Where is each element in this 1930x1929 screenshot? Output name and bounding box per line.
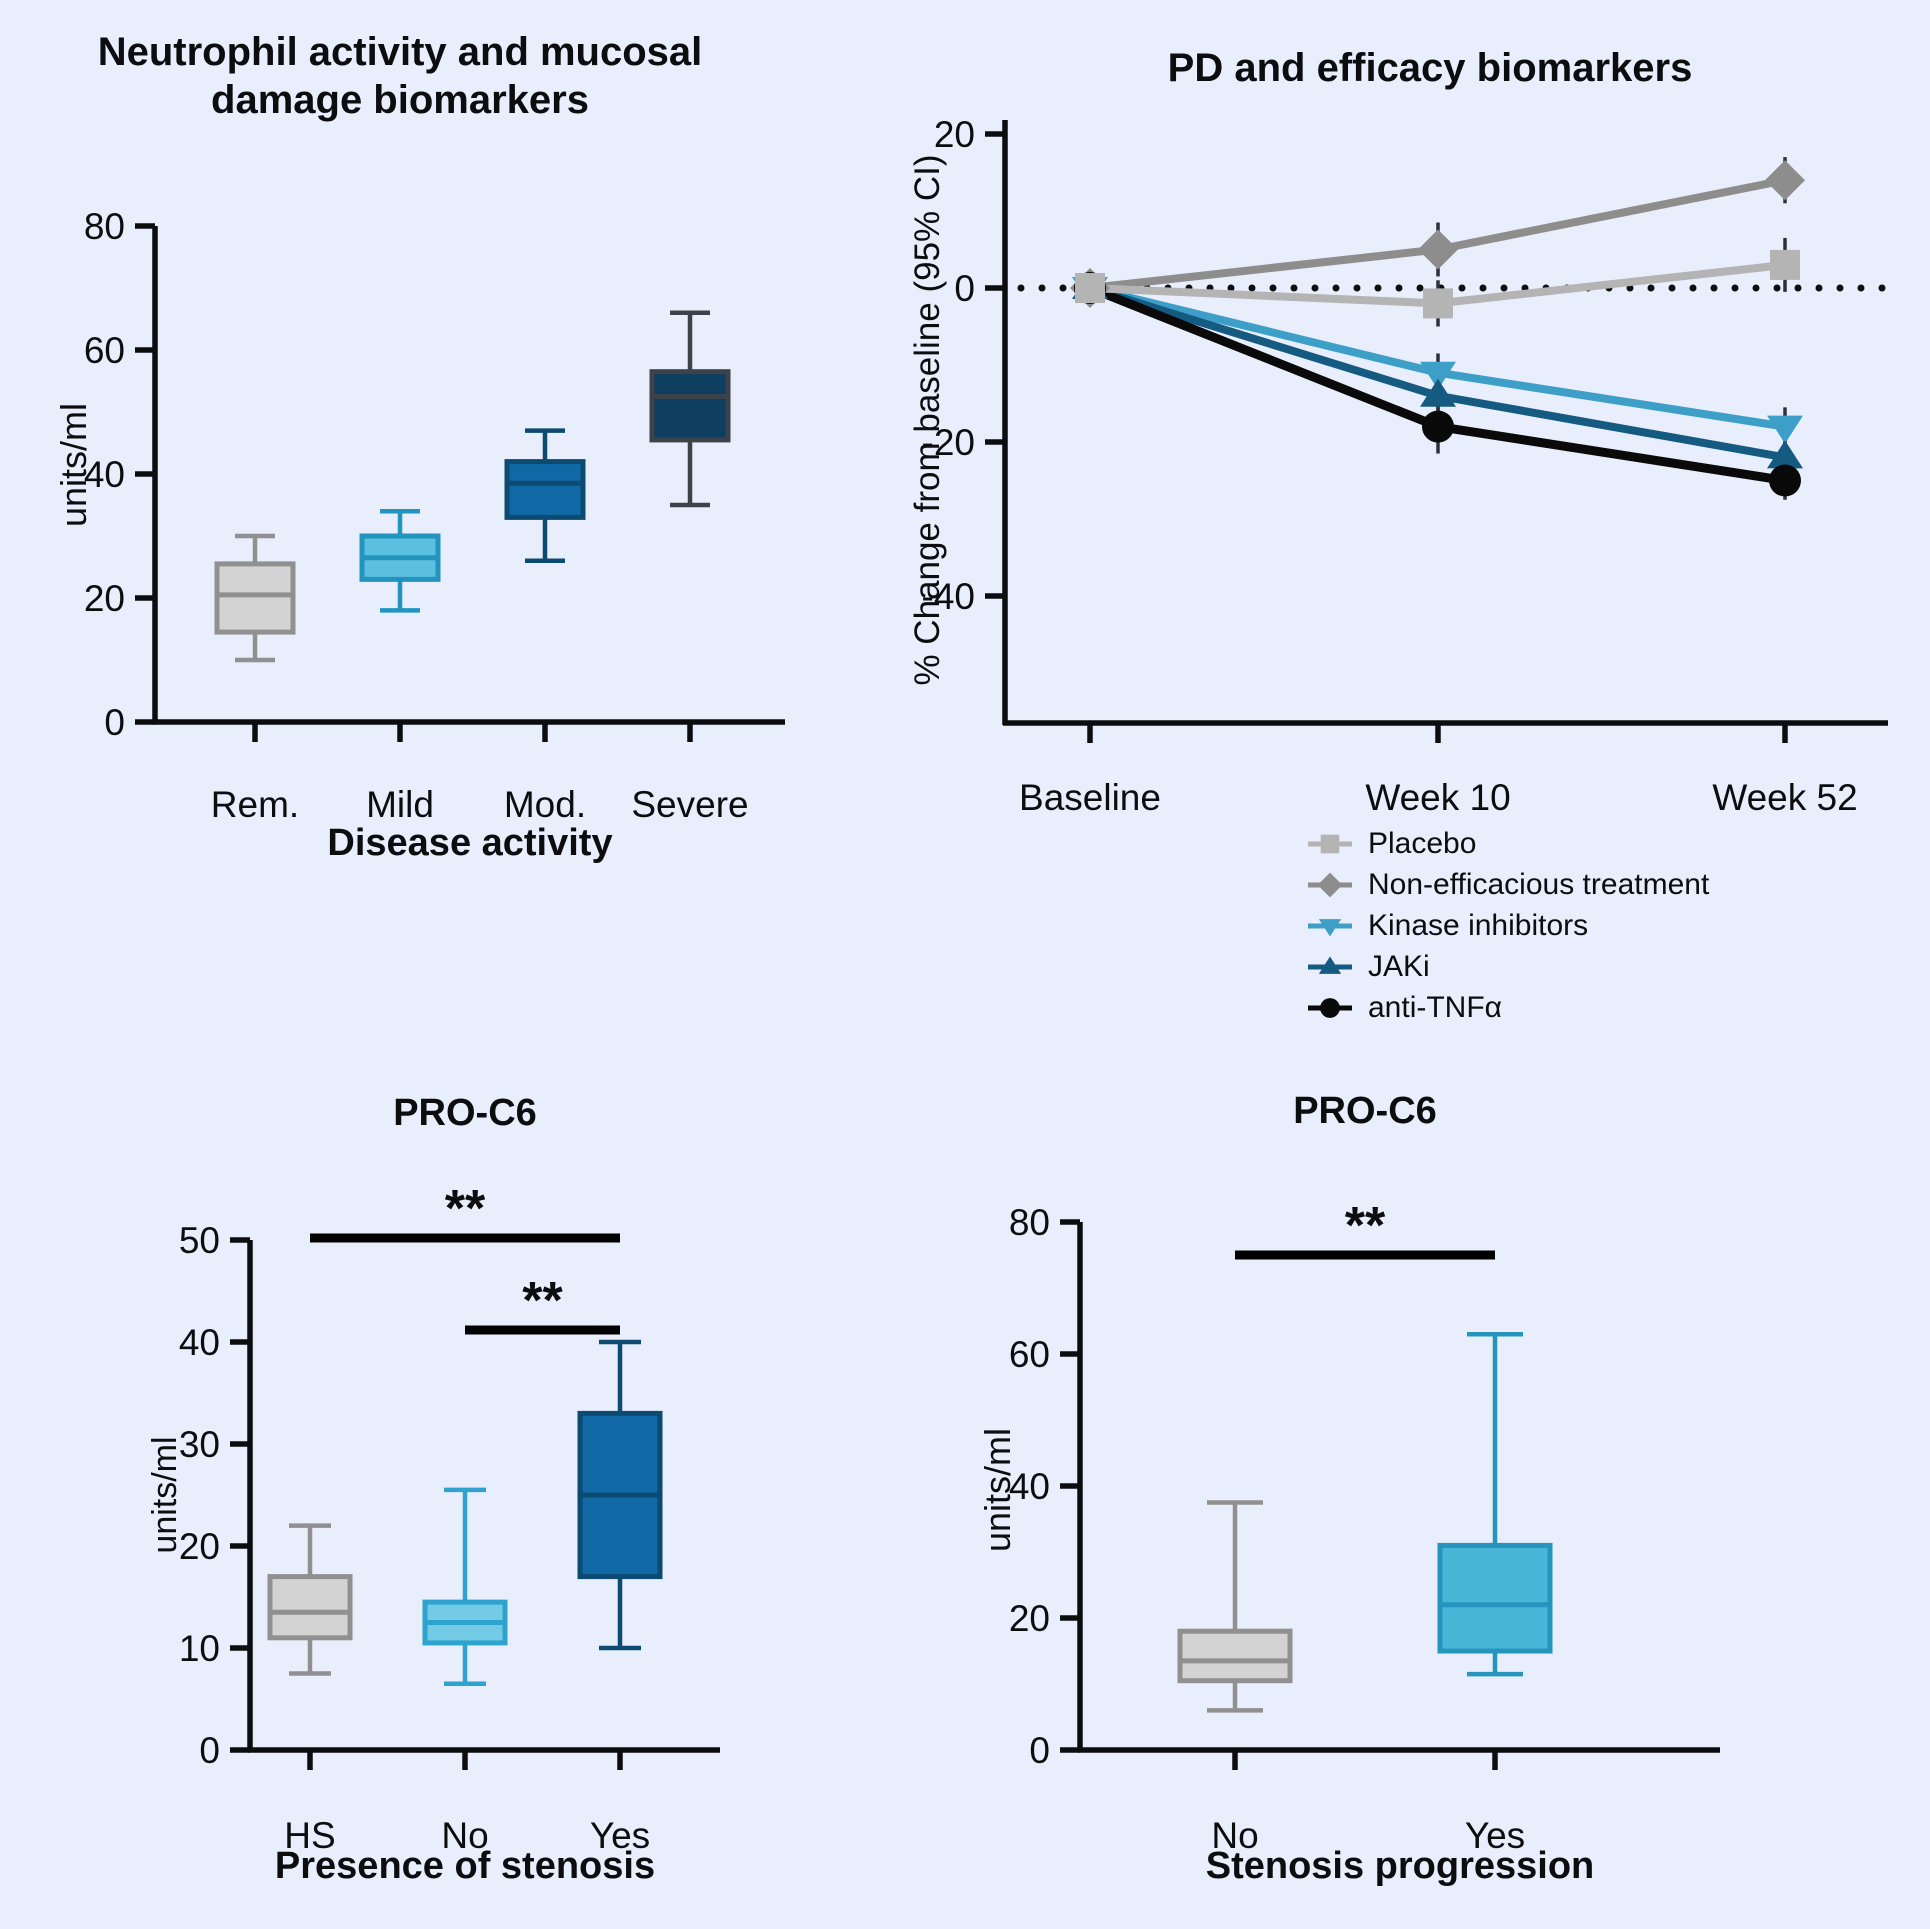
tick-label: 30: [179, 1424, 220, 1465]
tick-label: Baseline: [1019, 777, 1161, 818]
diamond-marker-icon: [1765, 160, 1805, 201]
diamond-marker-icon: [1317, 872, 1343, 898]
tick-label: 50: [179, 1220, 220, 1261]
triangle-up-marker-icon: [1306, 952, 1354, 982]
panel-c-title: PRO-C6: [393, 1092, 537, 1134]
triangle-down-marker-icon: [1420, 361, 1456, 390]
boxplot-neutrophil-biomarkers: 0 20 40 60 80 Rem. Mild Mod. Severe: [84, 206, 785, 825]
panel-d-y-axis-label: units/ml: [977, 1427, 1018, 1553]
tick-label: Rem.: [211, 784, 299, 825]
boxplot-proc6-stenosis: 0 10 20 30 40 50 HS No Yes ** **: [179, 1180, 720, 1856]
box-No: [1177, 1628, 1293, 1684]
tick-label: Week 10: [1365, 777, 1510, 818]
panel-b-title: PD and efficacy biomarkers: [1167, 46, 1693, 90]
tick-label: 10: [179, 1628, 220, 1669]
tick-label: 0: [104, 702, 125, 743]
legend-label: Non-efficacious treatment: [1368, 868, 1710, 901]
legend-label: JAKi: [1368, 950, 1430, 983]
panel-c-y-axis-label: units/ml: [146, 1436, 184, 1554]
triangle-up-marker-icon: [1318, 956, 1342, 974]
legend-swatch: [1308, 834, 1352, 854]
tick-label: 20: [1009, 1598, 1050, 1639]
box-Severe: [649, 369, 731, 443]
tick-label: -40: [922, 576, 975, 617]
triangle-down-marker-icon: [1306, 911, 1354, 941]
tick-label: 0: [954, 268, 975, 309]
square-marker-icon: [1423, 288, 1453, 319]
tick-label: 40: [1009, 1466, 1050, 1507]
tick-label: 40: [179, 1322, 220, 1363]
tick-label: **: [445, 1180, 486, 1238]
tick-label: **: [522, 1272, 563, 1330]
box-Yes: [1437, 1542, 1553, 1654]
tick-label: 40: [84, 454, 125, 495]
legend-item-non-efficacious: Non-efficacious treatment: [1306, 868, 1709, 902]
square-marker-icon: [1306, 829, 1354, 859]
tick-label: 60: [1009, 1334, 1050, 1375]
panel-a-x-axis-label: Disease activity: [327, 822, 613, 864]
tick-label: HS: [284, 1815, 335, 1856]
triangle-down-marker-icon: [1767, 415, 1803, 444]
panel-a-title-line2: damage biomarkers: [211, 78, 589, 122]
box-Rem.: [214, 561, 296, 635]
legend-item-placebo: Placebo: [1306, 827, 1476, 861]
tick-label: 0: [199, 1730, 220, 1771]
boxplot-proc6-progression: 0 20 40 60 80 No Yes **: [1009, 1197, 1720, 1856]
tick-label: Week 52: [1712, 777, 1857, 818]
triangle-up-marker-icon: [1767, 440, 1803, 469]
panel-a-title-line1: Neutrophil activity and mucosal: [97, 30, 703, 74]
tick-label: 20: [179, 1526, 220, 1567]
legend-item-jaki: JAKi: [1306, 950, 1430, 984]
tick-label: Yes: [590, 1815, 650, 1856]
legend-label: anti-TNFα: [1368, 991, 1503, 1024]
panel-b-y-axis-label: % Change from baseline (95% CI): [908, 154, 947, 686]
panel-c-x-axis-label: Presence of stenosis: [274, 1845, 656, 1887]
diamond-marker-icon: [1306, 870, 1354, 900]
legend-swatch: [1308, 956, 1352, 974]
tick-label: -20: [922, 422, 975, 463]
panel-a-y-axis-label: units/ml: [53, 402, 94, 528]
tick-label: 80: [1009, 1202, 1050, 1243]
tick-label: 80: [84, 206, 125, 247]
tick-label: Mild: [366, 784, 434, 825]
tick-label: Yes: [1465, 1815, 1525, 1856]
legend-label: Placebo: [1368, 827, 1477, 860]
tick-label: 0: [1029, 1730, 1050, 1771]
tick-label: Severe: [631, 784, 748, 825]
square-marker-icon: [1075, 273, 1105, 303]
panel-d-x-axis-label: Stenosis progression: [1205, 1845, 1595, 1887]
tick-label: 60: [84, 330, 125, 371]
square-marker-icon: [1320, 834, 1340, 854]
tick-label: **: [1345, 1197, 1386, 1255]
legend-item-kinase-inhibitors: Kinase inhibitors: [1306, 909, 1588, 943]
circle-marker-icon: [1422, 410, 1454, 443]
tick-label: 20: [84, 578, 125, 619]
legend-swatch: [1308, 919, 1352, 937]
legend-item-anti-tnfa: anti-TNFα: [1306, 991, 1502, 1025]
tick-label: Mod.: [504, 784, 586, 825]
square-marker-icon: [1770, 249, 1800, 280]
legend-label: Kinase inhibitors: [1368, 909, 1589, 942]
circle-marker-icon: [1306, 993, 1354, 1023]
legend-swatch: [1308, 872, 1352, 898]
triangle-up-marker-icon: [1420, 378, 1456, 407]
legend-swatch: [1308, 998, 1352, 1018]
box-Mod.: [504, 459, 586, 520]
linechart-pd-efficacy: 20 0 -20 -40 Baseline Week 10 Week 52: [922, 114, 1888, 818]
tick-label: No: [441, 1815, 488, 1856]
tick-label: 20: [934, 114, 975, 155]
tick-label: No: [1211, 1815, 1258, 1856]
panel-d-title: PRO-C6: [1293, 1090, 1437, 1132]
diamond-marker-icon: [1418, 229, 1458, 270]
box-HS: [267, 1574, 353, 1641]
circle-marker-icon: [1769, 464, 1801, 497]
triangle-down-marker-icon: [1318, 919, 1342, 937]
circle-marker-icon: [1320, 998, 1340, 1018]
